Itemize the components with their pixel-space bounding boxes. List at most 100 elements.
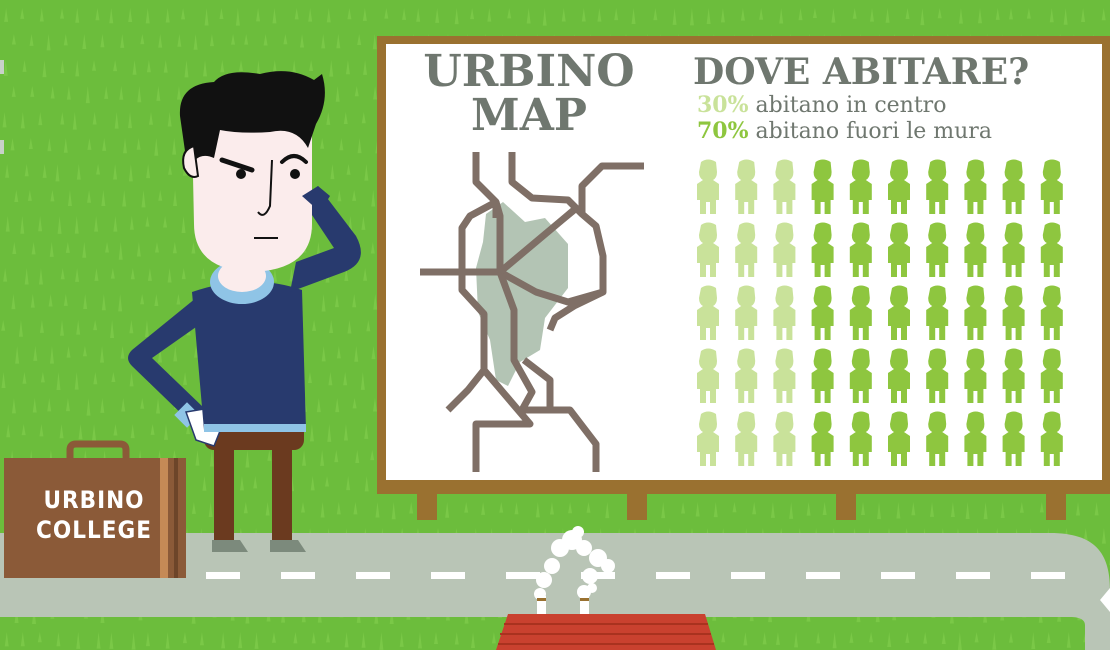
leg bbox=[272, 432, 292, 542]
person-icon-fuori bbox=[849, 222, 872, 277]
person-icon-centro bbox=[773, 159, 796, 214]
person-icon-centro bbox=[735, 411, 758, 466]
person-icon-fuori bbox=[849, 411, 872, 466]
person-icon-centro bbox=[735, 222, 758, 277]
person-icon-centro bbox=[697, 222, 719, 277]
person-icon-fuori bbox=[1040, 348, 1063, 403]
factory bbox=[496, 526, 716, 650]
road-center-dashes bbox=[206, 572, 1065, 579]
chimney-band bbox=[537, 598, 546, 601]
person-icon-fuori bbox=[964, 411, 987, 466]
billboard-post bbox=[417, 488, 437, 520]
person-icon-centro bbox=[773, 411, 796, 466]
sweater bbox=[192, 281, 306, 430]
road-dash bbox=[206, 572, 240, 579]
person-icon-fuori bbox=[926, 348, 949, 403]
suitcase-label: URBINO COLLEGE bbox=[8, 485, 180, 545]
billboard-post bbox=[627, 488, 647, 520]
person-icon-centro bbox=[735, 285, 758, 340]
arm-right bbox=[290, 186, 361, 292]
person-icon-fuori bbox=[1002, 222, 1025, 277]
stat-centro-pct: 30% bbox=[697, 92, 749, 118]
shoe bbox=[270, 540, 306, 552]
suitcase-label-line2: COLLEGE bbox=[36, 516, 152, 544]
urbino-map bbox=[420, 152, 644, 472]
person-icon-fuori bbox=[926, 411, 949, 466]
road-dash bbox=[956, 572, 990, 579]
chimney bbox=[580, 596, 589, 614]
edge-marker bbox=[0, 60, 4, 74]
road-dash bbox=[581, 572, 615, 579]
person-icon-fuori bbox=[849, 348, 872, 403]
hand-raised bbox=[302, 186, 330, 212]
suitcase-strap bbox=[160, 458, 168, 578]
nose bbox=[257, 159, 273, 216]
billboard-post bbox=[1046, 488, 1066, 520]
person-icon-fuori bbox=[1040, 411, 1063, 466]
person-icon-centro bbox=[697, 159, 719, 214]
person-icon-fuori bbox=[888, 285, 910, 340]
person-icon-fuori bbox=[964, 159, 987, 214]
person-icon-fuori bbox=[1040, 285, 1063, 340]
suitcase-body bbox=[4, 458, 186, 578]
population-pictogram bbox=[697, 159, 1063, 466]
edge-marker bbox=[0, 140, 4, 154]
person-icon-fuori bbox=[888, 222, 910, 277]
suitcase-label-line1: URBINO bbox=[43, 486, 145, 514]
road-dash bbox=[431, 572, 465, 579]
shoe bbox=[212, 540, 248, 552]
stat-fuori-pct: 70% bbox=[697, 118, 749, 144]
chimney-band bbox=[580, 598, 589, 601]
person-icon-centro bbox=[773, 222, 796, 277]
person-icon-centro bbox=[697, 348, 719, 403]
road-dash bbox=[281, 572, 315, 579]
person-icon-fuori bbox=[964, 348, 987, 403]
billboard-question: DOVE ABITARE? bbox=[693, 51, 1030, 93]
map-roads bbox=[420, 152, 644, 472]
road-dash bbox=[506, 572, 540, 579]
person-icon-fuori bbox=[1002, 411, 1025, 466]
person-icon-centro bbox=[735, 348, 758, 403]
stat-centro-text: abitano in centro bbox=[748, 93, 947, 118]
person-icon-centro bbox=[773, 348, 796, 403]
person-icon-fuori bbox=[926, 285, 949, 340]
eyebrow bbox=[280, 154, 308, 164]
sweater-hem bbox=[204, 424, 306, 432]
person-icon-fuori bbox=[888, 411, 910, 466]
suitcase-handle bbox=[66, 440, 130, 462]
person-icon-fuori bbox=[811, 285, 834, 340]
road-dash bbox=[1031, 572, 1065, 579]
eyebrow bbox=[219, 157, 255, 173]
person-icon-centro bbox=[697, 285, 719, 340]
eye bbox=[236, 169, 246, 179]
stat-fuori-text: abitano fuori le mura bbox=[748, 119, 992, 144]
smoke-cloud bbox=[534, 526, 615, 600]
person-icon-fuori bbox=[964, 222, 987, 277]
student-character bbox=[128, 71, 361, 552]
person-icon-fuori bbox=[1002, 348, 1025, 403]
person-icon-fuori bbox=[811, 411, 834, 466]
person-icon-fuori bbox=[888, 348, 910, 403]
person-icon-fuori bbox=[849, 285, 872, 340]
hair bbox=[179, 71, 325, 172]
person-icon-fuori bbox=[1002, 159, 1025, 214]
person-icon-fuori bbox=[926, 222, 949, 277]
eye bbox=[290, 169, 300, 179]
stat-centro: 30% abitano in centro bbox=[697, 92, 946, 119]
person-icon-fuori bbox=[964, 285, 987, 340]
arm-left bbox=[128, 298, 206, 422]
road-dash bbox=[806, 572, 840, 579]
billboard-post bbox=[836, 488, 856, 520]
person-icon-fuori bbox=[811, 348, 834, 403]
person-icon-fuori bbox=[926, 159, 949, 214]
person-icon-centro bbox=[697, 411, 719, 466]
leg bbox=[214, 432, 234, 542]
person-icon-fuori bbox=[1002, 285, 1025, 340]
road-dash bbox=[656, 572, 690, 579]
road-dash bbox=[881, 572, 915, 579]
map-title: MAP bbox=[471, 90, 587, 141]
ear bbox=[182, 144, 200, 178]
suitcase-strap bbox=[174, 458, 178, 578]
person-icon-centro bbox=[773, 285, 796, 340]
